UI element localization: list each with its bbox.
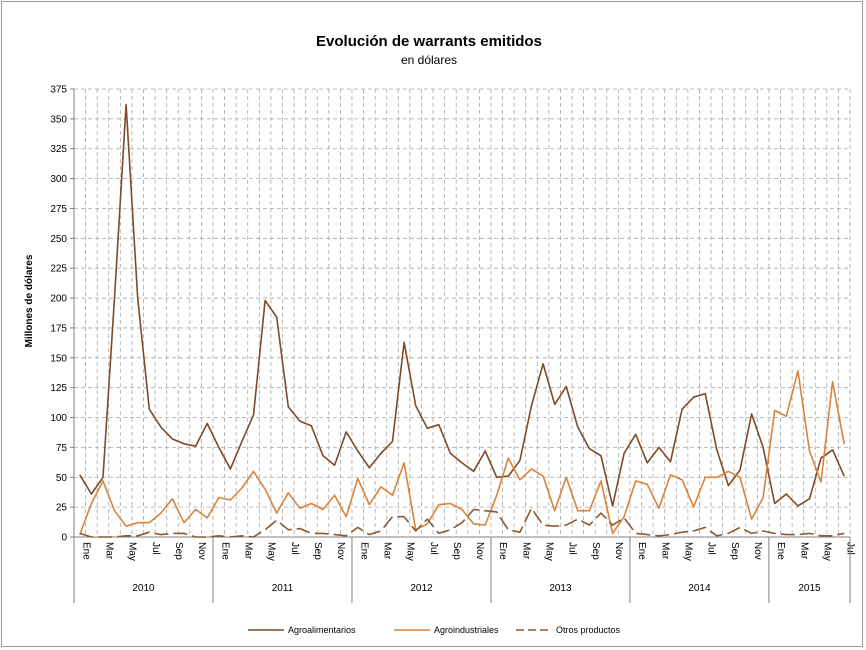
y-tick-label: 200 [50,294,67,305]
y-tick-label: 275 [50,204,67,215]
x-month-label: Mar [798,542,809,560]
x-month-label: Jul [289,542,300,555]
x-month-label: May [683,542,694,561]
y-tick-label: 375 [50,85,67,96]
y-tick-label: 300 [50,174,67,185]
legend-label: Agroalimentarios [288,625,356,635]
x-month-label: Jul [150,542,161,555]
x-month-label: Nov [335,542,346,560]
x-month-label: Jul [706,542,717,555]
series-line-agroindustriales [79,370,845,535]
x-month-label: Mar [242,542,253,560]
x-month-label: Ene [775,542,786,560]
series-lines [79,103,845,538]
x-month-label: Sep [590,542,601,560]
y-tick-label: 175 [50,323,67,334]
x-month-label: Mar [381,542,392,560]
x-month-label: Nov [196,542,207,560]
x-year-label: 2011 [272,583,294,594]
series-line-otros-productos [79,507,845,538]
y-tick-label: 75 [56,443,68,454]
x-month-label: Mar [659,542,670,560]
y-tick-label: 150 [50,353,67,364]
x-year-label: 2010 [132,583,155,594]
x-month-label: Mar [103,542,114,560]
x-month-label: Jul [428,542,439,555]
x-year-label: 2012 [410,583,433,594]
axes: 0 25 50 75 100 125 150 175 200 225 250 275 300 325 350… [50,85,856,603]
x-month-label: May [266,542,277,561]
x-month-label: Jul [567,542,578,555]
x-month-label: May [544,542,555,561]
chart-subtitle: en dólares [401,53,457,67]
y-tick-label: 350 [50,114,67,125]
y-tick-label: 325 [50,144,67,155]
legend: Agroalimentarios Agroindustriales Otros pr… [248,625,621,635]
y-tick-label: 250 [50,234,67,245]
y-axis-label: Millones de dólares [24,254,35,347]
x-month-label: Ene [219,542,230,560]
x-year-label: 2013 [549,583,572,594]
x-month-label: Nov [752,542,763,560]
x-month-label: May [822,542,833,561]
y-tick-label: 225 [50,264,67,275]
x-month-label: Mar [520,542,531,560]
y-tick-label: 125 [50,383,67,394]
grid [74,88,851,537]
x-month-label: May [127,542,138,561]
legend-label: Otros productos [556,625,621,635]
legend-label: Agroindustriales [434,625,499,635]
series-line-agroalimentarios [79,103,845,507]
x-month-label: Sep [173,542,184,560]
x-month-label: Ene [497,542,508,560]
chart-title: Evolución de warrants emitidos [316,33,542,50]
y-tick-label: 0 [61,533,67,544]
y-tick-label: 50 [56,473,68,484]
x-month-label: Sep [729,542,740,560]
x-year-label: 2014 [688,583,711,594]
x-month-label: Nov [613,542,624,560]
x-month-label: Sep [312,542,323,560]
y-tick-label: 100 [50,413,67,424]
x-month-label: May [405,542,416,561]
x-month-label: Ene [80,542,91,560]
x-month-label: Sep [451,542,462,560]
x-year-label: 2015 [798,583,821,594]
x-month-label: Ene [358,542,369,560]
x-month-label: Ene [636,542,647,560]
y-tick-label: 25 [56,503,68,514]
x-month-label: Nov [474,542,485,560]
